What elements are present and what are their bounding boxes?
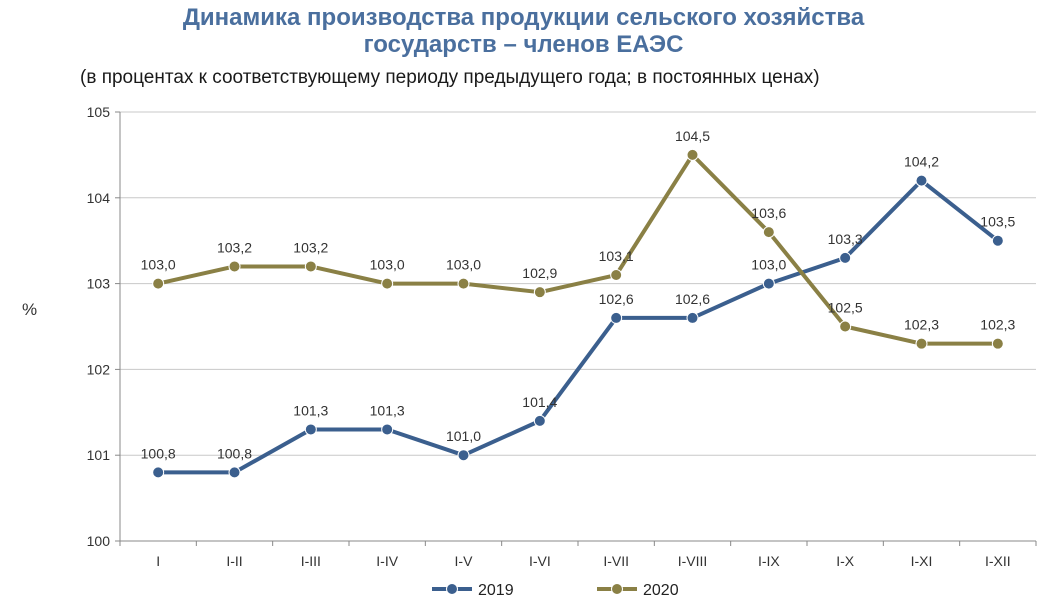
x-tick-label: I-VIII — [678, 553, 708, 569]
data-label-2019: 103,3 — [828, 231, 863, 247]
data-label-2019: 101,4 — [522, 394, 557, 410]
data-labels: 100,8 100,8 101,3 101,3 101,0 101,4 102,6 102,6… — [141, 128, 1016, 461]
data-label-2020: 103,0 — [370, 257, 405, 273]
data-label-2019: 103,0 — [751, 257, 786, 273]
data-point-2019 — [457, 449, 470, 462]
data-label-2019: 104,2 — [904, 154, 939, 170]
data-point-2020 — [533, 286, 546, 299]
data-point-2019 — [381, 423, 394, 436]
data-point-2020 — [915, 337, 928, 350]
y-tick-label: 104 — [87, 190, 111, 206]
x-tick-label: I — [156, 553, 160, 569]
data-label-2020: 102,9 — [522, 265, 557, 281]
data-label-2020: 103,0 — [141, 257, 176, 273]
data-point-2020 — [152, 277, 165, 290]
data-point-2020 — [991, 337, 1004, 350]
x-tick-label: I-VI — [529, 553, 551, 569]
y-tick-label: 102 — [87, 361, 111, 377]
data-label-2020: 103,1 — [599, 248, 634, 264]
y-tick-label: 105 — [87, 104, 111, 120]
data-label-2019: 101,3 — [370, 402, 405, 418]
data-label-2019: 100,8 — [217, 445, 252, 461]
data-point-2019 — [610, 311, 623, 324]
x-tick-label: I-IV — [376, 553, 398, 569]
y-tick-label: 100 — [87, 533, 111, 549]
data-point-2019 — [533, 414, 546, 427]
data-label-2019: 100,8 — [141, 445, 176, 461]
x-tick-label: I-II — [226, 553, 242, 569]
data-point-2020 — [457, 277, 470, 290]
data-point-2020 — [381, 277, 394, 290]
y-tick-label: 103 — [87, 276, 111, 292]
data-label-2019: 101,3 — [293, 402, 328, 418]
series-line-2020 — [156, 152, 1000, 346]
data-label-2020: 102,3 — [980, 317, 1015, 333]
data-point-2020 — [610, 269, 623, 282]
x-tick-label: I-VII — [603, 553, 629, 569]
series-line-2019 — [156, 178, 1000, 475]
legend: 2019 2020 — [432, 582, 679, 599]
data-label-2020: 103,2 — [293, 239, 328, 255]
legend-label-2020: 2020 — [643, 582, 679, 599]
data-point-2019 — [152, 466, 165, 479]
data-label-2019: 102,6 — [599, 291, 634, 307]
data-label-2019: 101,0 — [446, 428, 481, 444]
data-point-2019 — [228, 466, 241, 479]
data-point-2020 — [839, 320, 852, 333]
x-tick-label: I-XII — [985, 553, 1011, 569]
data-point-2020 — [762, 226, 775, 239]
data-point-2019 — [915, 174, 928, 187]
data-label-2020: 104,5 — [675, 128, 710, 144]
chart-subtitle: (в процентах к соответствующему периоду … — [80, 67, 820, 88]
series-lines — [156, 152, 1000, 475]
data-point-2019 — [762, 277, 775, 290]
legend-marker-2020 — [611, 583, 623, 595]
x-tick-label: I-IX — [758, 553, 780, 569]
x-tick-label: I-III — [301, 553, 321, 569]
data-point-2019 — [991, 234, 1004, 247]
data-point-2019 — [839, 251, 852, 264]
data-label-2020: 102,3 — [904, 317, 939, 333]
data-point-2020 — [686, 148, 699, 161]
data-label-2020: 103,6 — [751, 205, 786, 221]
legend-label-2019: 2019 — [478, 582, 514, 599]
data-point-2019 — [304, 423, 317, 436]
data-point-2019 — [686, 311, 699, 324]
legend-marker-2019 — [446, 583, 458, 595]
x-tick-label: I-X — [836, 553, 855, 569]
chart-title-line2: государств – членов ЕАЭС — [363, 31, 684, 58]
y-tick-label: 101 — [87, 447, 111, 463]
x-tick-label: I-XI — [911, 553, 933, 569]
data-label-2020: 102,5 — [828, 300, 863, 316]
y-axis-label: % — [22, 300, 38, 319]
data-label-2020: 103,2 — [217, 239, 252, 255]
data-label-2019: 102,6 — [675, 291, 710, 307]
data-label-2019: 103,5 — [980, 214, 1015, 230]
chart-title-line1: Динамика производства продукции сельског… — [182, 4, 865, 31]
series-markers — [152, 148, 1004, 479]
data-label-2020: 103,0 — [446, 257, 481, 273]
data-point-2020 — [304, 260, 317, 273]
data-point-2020 — [228, 260, 241, 273]
x-tick-label: I-V — [455, 553, 474, 569]
